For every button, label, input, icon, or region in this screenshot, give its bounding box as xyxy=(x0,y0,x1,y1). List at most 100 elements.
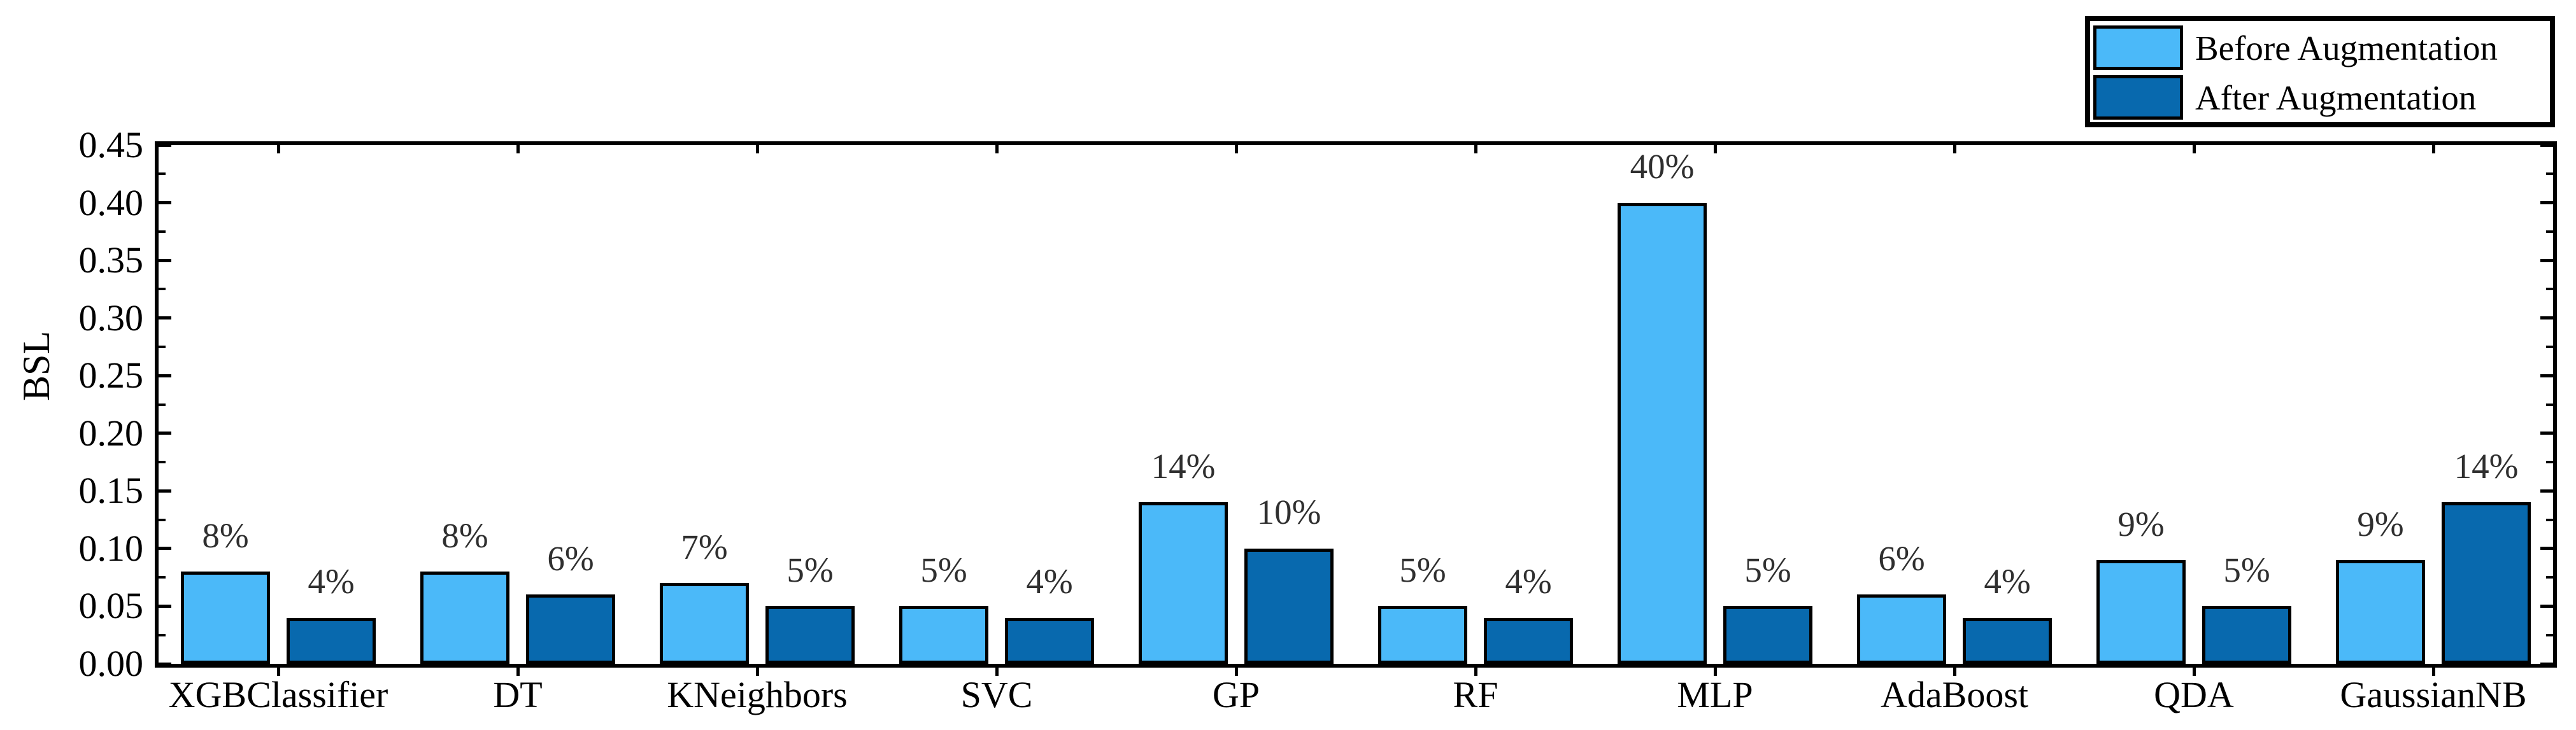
y-minor-tick-left xyxy=(159,230,166,233)
x-tick-top xyxy=(1713,145,1717,153)
x-tick-top xyxy=(1234,145,1238,153)
bar-before-SVC xyxy=(899,606,988,664)
y-minor-tick-left xyxy=(159,403,166,406)
bar-before-GaussianNB xyxy=(2336,560,2425,664)
y-minor-tick-right xyxy=(2546,461,2553,464)
y-minor-tick-right xyxy=(2546,518,2553,521)
y-minor-tick-left xyxy=(159,172,166,176)
bar-label-before-XGBClassifier: 8% xyxy=(202,516,249,555)
y-tick-label: 0.35 xyxy=(78,239,144,281)
bar-after-KNeighbors xyxy=(765,606,855,664)
y-tick-label: 0.25 xyxy=(78,354,144,397)
bar-label-before-GP: 14% xyxy=(1151,446,1216,486)
x-tick-bottom xyxy=(755,668,759,676)
y-tick-label: 0.00 xyxy=(78,643,144,684)
y-major-tick-right xyxy=(2540,258,2553,262)
y-minor-tick-right xyxy=(2546,403,2553,406)
bar-label-after-GaussianNB: 14% xyxy=(2454,446,2519,486)
legend-row-before: Before Augmentation xyxy=(2093,25,2550,70)
x-tick-label-GP: GP xyxy=(1212,674,1260,715)
bar-after-QDA xyxy=(2202,606,2291,664)
y-major-tick-right xyxy=(2540,547,2553,551)
x-tick-label-KNeighbors: KNeighbors xyxy=(667,674,848,715)
x-tick-top xyxy=(276,145,280,153)
y-major-tick-right xyxy=(2540,662,2553,666)
x-tick-bottom xyxy=(1713,668,1717,676)
bar-label-after-MLP: 5% xyxy=(1744,550,1791,589)
bar-label-after-XGBClassifier: 4% xyxy=(308,562,355,601)
bar-before-RF xyxy=(1378,606,1467,664)
legend-row-after: After Augmentation xyxy=(2093,75,2550,120)
bar-after-GP xyxy=(1244,548,1334,664)
legend-swatch-after-augmentation xyxy=(2093,75,2183,120)
x-tick-label-DT: DT xyxy=(493,674,543,715)
bar-after-MLP xyxy=(1723,606,1812,664)
y-major-tick-right xyxy=(2540,143,2553,147)
bar-label-after-SVC: 4% xyxy=(1026,562,1073,601)
x-tick-bottom xyxy=(1234,668,1238,676)
legend-label-before-augmentation: Before Augmentation xyxy=(2195,28,2498,67)
y-major-tick-right xyxy=(2540,432,2553,435)
legend: Before Augmentation After Augmentation xyxy=(2085,16,2555,127)
bar-label-before-SVC: 5% xyxy=(920,550,967,589)
x-tick-top xyxy=(2192,145,2196,153)
y-major-tick-left xyxy=(159,662,171,666)
x-tick-bottom xyxy=(2431,668,2435,676)
bar-before-GP xyxy=(1139,502,1228,664)
legend-label-after-augmentation: After Augmentation xyxy=(2195,78,2477,117)
y-minor-tick-right xyxy=(2546,288,2553,291)
y-major-tick-left xyxy=(159,547,171,551)
x-tick-top xyxy=(2431,145,2435,153)
bar-label-after-KNeighbors: 5% xyxy=(786,550,834,589)
bar-label-before-MLP: 40% xyxy=(1630,147,1695,186)
x-tick-bottom xyxy=(1474,668,1477,676)
bar-label-after-DT: 6% xyxy=(547,538,594,578)
bar-label-before-DT: 8% xyxy=(441,516,488,555)
bar-label-after-GP: 10% xyxy=(1256,493,1321,532)
y-tick-label: 0.10 xyxy=(78,527,144,569)
bar-after-SVC xyxy=(1005,617,1094,664)
x-tick-bottom xyxy=(995,668,999,676)
y-major-tick-right xyxy=(2540,489,2553,493)
bar-label-before-RF: 5% xyxy=(1399,550,1446,589)
x-tick-bottom xyxy=(1953,668,1956,676)
y-tick-label: 0.40 xyxy=(78,181,144,223)
y-major-tick-left xyxy=(159,374,171,377)
x-tick-bottom xyxy=(2192,668,2196,676)
y-major-tick-left xyxy=(159,316,171,320)
y-minor-tick-left xyxy=(159,345,166,348)
plot-area: 0.00 0.05 0.10 0.15 0.20 0.25 0.30 0.35 0.40 0.45… xyxy=(79,124,2557,715)
x-tick-bottom xyxy=(276,668,280,676)
y-major-tick-left xyxy=(159,258,171,262)
x-tick-top xyxy=(1474,145,1477,153)
x-tick-label-MLP: MLP xyxy=(1677,674,1753,715)
y-minor-tick-left xyxy=(159,633,166,636)
x-tick-top xyxy=(1953,145,1956,153)
bar-label-before-AdaBoost: 6% xyxy=(1878,538,1925,578)
x-tick-label-GaussianNB: GaussianNB xyxy=(2340,674,2527,715)
bar-before-QDA xyxy=(2096,560,2186,664)
x-tick-top xyxy=(516,145,520,153)
y-major-tick-left xyxy=(159,489,171,493)
x-tick-label-AdaBoost: AdaBoost xyxy=(1881,674,2028,715)
y-tick-label: 0.20 xyxy=(78,412,144,454)
y-major-tick-right xyxy=(2540,374,2553,377)
bar-label-after-QDA: 5% xyxy=(2223,550,2270,589)
y-tick-label: 0.45 xyxy=(78,124,144,165)
y-major-tick-left xyxy=(159,604,171,608)
y-minor-tick-left xyxy=(159,518,166,521)
x-tick-bottom xyxy=(516,668,520,676)
y-tick-label: 0.30 xyxy=(78,297,144,339)
bar-label-before-GaussianNB: 9% xyxy=(2357,504,2404,544)
bar-after-RF xyxy=(1484,617,1573,664)
y-minor-tick-right xyxy=(2546,172,2553,176)
y-minor-tick-right xyxy=(2546,633,2553,636)
y-axis-title: BSL xyxy=(15,330,57,402)
bar-before-AdaBoost xyxy=(1857,594,1946,664)
x-tick-label-QDA: QDA xyxy=(2154,674,2234,715)
y-major-tick-right xyxy=(2540,604,2553,608)
legend-swatch-before-augmentation xyxy=(2093,25,2183,70)
bar-label-after-RF: 4% xyxy=(1505,562,1552,601)
y-major-tick-right xyxy=(2540,201,2553,205)
